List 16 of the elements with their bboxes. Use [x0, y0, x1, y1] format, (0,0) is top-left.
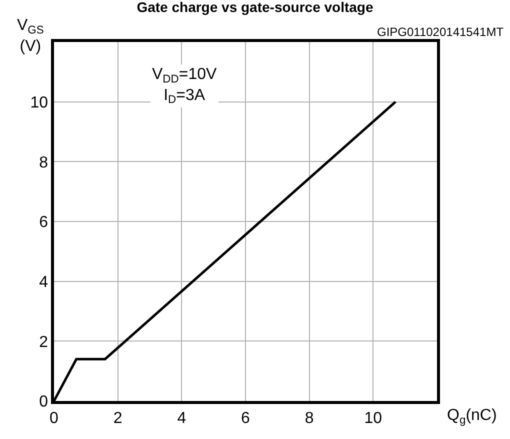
text: GIPG011020141541MT	[377, 25, 504, 39]
x-tick-label: 10	[364, 410, 382, 427]
y-axis-title: V$_{GS}$ (V)	[17, 17, 44, 55]
y-tick-label: 4	[39, 274, 48, 291]
x-tick-label: 2	[113, 410, 122, 427]
annotation: V$_{DD}$=10V I$_{D}$=3A	[152, 66, 217, 106]
x-axis-title: Q$_{g}$(nC)	[447, 407, 497, 426]
y-tick-label: 0	[39, 394, 48, 411]
x-tick-label: 8	[304, 410, 314, 427]
y-tick-label: 8	[39, 154, 48, 172]
y-tick-label: 6	[39, 214, 48, 232]
y-tick-label: 2	[39, 334, 48, 351]
x-tick-label: 4	[177, 410, 186, 427]
chart-title: Gate charge vs gate-source voltage	[136, 0, 374, 15]
x-tick-label: 6	[241, 410, 250, 427]
y-tick-label: 10	[30, 94, 48, 112]
